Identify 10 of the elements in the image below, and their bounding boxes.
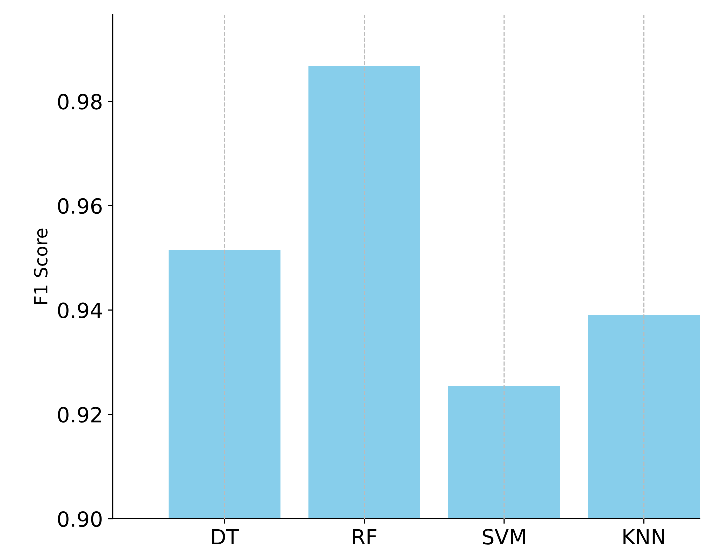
x-tick-label: SVM	[482, 529, 526, 545]
y-tick-label: 0.98	[58, 94, 102, 110]
y-tick-label: 0.96	[58, 198, 102, 214]
y-tick-label: 0.90	[58, 511, 102, 528]
y-tick-label: 0.92	[58, 407, 102, 423]
x-tick-label: DT	[212, 529, 240, 545]
x-tick-label: KNN	[624, 529, 664, 545]
y-axis-title: F1 Score	[34, 228, 48, 304]
x-tick-label: RF	[353, 529, 377, 545]
y-tick-label: 0.94	[58, 302, 102, 319]
